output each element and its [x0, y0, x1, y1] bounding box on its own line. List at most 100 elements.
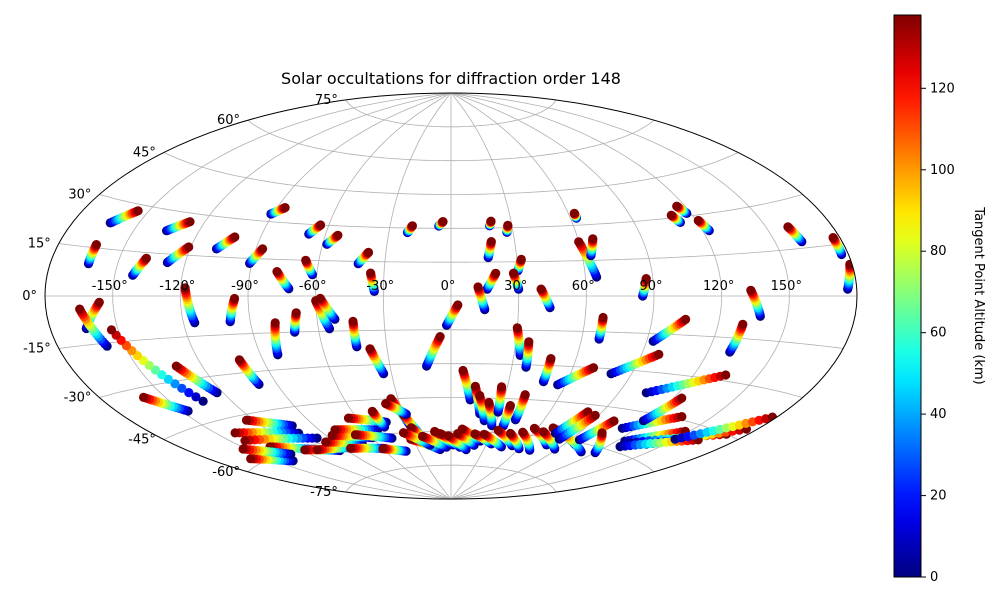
- track-point: [574, 237, 584, 247]
- occultation-track: [475, 390, 489, 426]
- occultation-track: [225, 293, 240, 327]
- track-point: [458, 365, 468, 376]
- grid-meridian: [450, 93, 723, 499]
- track-point: [177, 383, 187, 393]
- colorbar-ticks: 0 20 40 60 80 100 120: [921, 81, 955, 585]
- lon-tick-label: -60°: [299, 279, 327, 294]
- lon-tick-label: 150°: [771, 279, 802, 294]
- track-point: [470, 429, 480, 439]
- track-point: [229, 293, 240, 304]
- lat-tick-label: -15°: [23, 342, 51, 357]
- lat-tick-label: -60°: [212, 465, 240, 480]
- track-point: [538, 427, 549, 437]
- occultation-track: [422, 332, 445, 371]
- track-point: [598, 312, 608, 323]
- track-point: [493, 425, 503, 435]
- occultation-track: [348, 316, 362, 352]
- track-point: [475, 390, 485, 401]
- occultation-track: [638, 274, 651, 301]
- lat-tick-label: 45°: [133, 146, 156, 161]
- occultation-track: [672, 201, 692, 218]
- colorbar-tick-label: 60: [930, 326, 947, 341]
- track-point: [343, 413, 354, 423]
- occultation-track: [75, 304, 112, 351]
- track-point: [438, 217, 448, 227]
- track-point: [350, 430, 360, 440]
- track-point: [486, 237, 496, 247]
- lon-tick-label: -150°: [92, 279, 128, 294]
- colorbar: 0 20 40 60 80 100 120 Tangent Point Altitude (…: [893, 14, 986, 585]
- occultation-track: [272, 267, 294, 294]
- occultation-track: [554, 410, 600, 444]
- track-point: [609, 416, 619, 426]
- grid-meridian: [450, 93, 520, 499]
- occultation-track: [569, 208, 582, 223]
- lon-tick-label: 120°: [703, 279, 734, 294]
- track-point: [198, 396, 208, 406]
- occultation-track: [505, 428, 524, 454]
- lat-tick-label: 30°: [68, 188, 91, 203]
- occultation-track: [590, 428, 607, 458]
- occultation-track: [586, 234, 598, 261]
- track-point: [270, 318, 280, 328]
- track-point: [453, 300, 463, 310]
- occultation-track: [510, 390, 530, 425]
- occultation-track: [245, 244, 268, 268]
- occultation-track: [536, 284, 555, 313]
- lon-tick-label: 60°: [572, 279, 595, 294]
- track-point: [516, 254, 526, 264]
- occultation-track: [367, 406, 390, 432]
- occultation-track: [484, 397, 497, 431]
- occultation-track: [290, 308, 301, 337]
- occultation-track: [128, 253, 151, 280]
- track-point: [590, 410, 600, 420]
- track-point: [312, 445, 322, 455]
- track-point: [417, 431, 428, 441]
- track-point: [139, 392, 149, 402]
- track-point: [536, 284, 546, 294]
- track-point: [479, 429, 489, 439]
- occultation-track: [485, 216, 496, 231]
- occultation-track: [442, 300, 463, 330]
- track-point: [693, 215, 703, 226]
- track-point: [185, 217, 195, 227]
- track-point: [367, 406, 377, 416]
- occultation-track: [574, 237, 602, 282]
- track-point: [94, 297, 104, 307]
- occultation-track: [843, 259, 855, 294]
- lat-tick-label: -30°: [64, 391, 92, 406]
- occultation-track: [238, 444, 296, 459]
- occultation-tracks: [75, 201, 855, 466]
- lon-tick-label: 30°: [504, 279, 527, 294]
- track-point: [641, 274, 651, 284]
- track-point: [503, 220, 513, 230]
- occultation-track: [304, 220, 326, 239]
- track-point: [529, 423, 540, 433]
- track-point: [381, 399, 391, 409]
- track-point: [435, 429, 445, 439]
- occultation-track: [105, 206, 143, 228]
- track-point: [301, 255, 311, 265]
- lon-tick-label: 90°: [639, 279, 662, 294]
- occultation-track: [246, 454, 298, 466]
- occultation-track: [508, 268, 524, 294]
- track-point: [457, 424, 467, 434]
- track-point: [230, 428, 240, 438]
- track-point: [330, 425, 340, 435]
- track-point: [191, 392, 201, 402]
- track-point: [828, 233, 838, 243]
- occultation-track: [322, 230, 343, 249]
- lon-tick-label: -30°: [366, 279, 394, 294]
- lon-tick-label: -90°: [231, 279, 259, 294]
- track-point: [157, 370, 167, 380]
- track-point: [486, 216, 496, 226]
- occultation-track: [606, 349, 664, 379]
- track-point: [291, 308, 301, 318]
- track-point: [366, 268, 376, 278]
- occultation-track: [83, 240, 101, 269]
- track-point: [505, 401, 515, 411]
- track-point: [677, 412, 687, 422]
- occultation-track: [171, 361, 222, 398]
- track-point: [171, 361, 181, 371]
